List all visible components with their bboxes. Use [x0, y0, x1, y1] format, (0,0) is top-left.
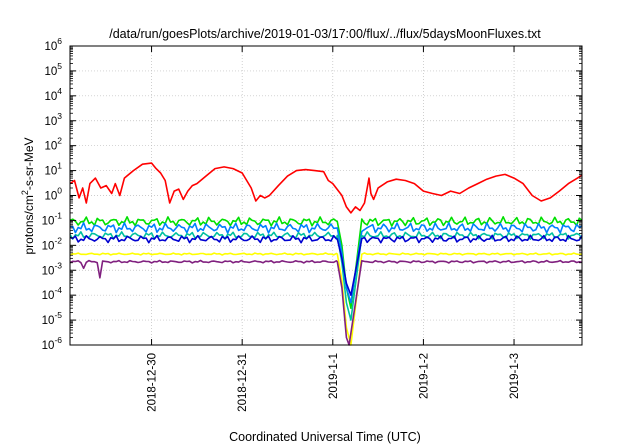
x-tick-label: 2019-1-1 — [328, 353, 340, 399]
y-axis-label-main: protons/cm — [22, 195, 36, 254]
series-line-7 — [69, 259, 583, 346]
y-tick-label: 103 — [44, 111, 62, 128]
y-axis: 10-6 10-5 10-4 10-3 10-2 10-1 100 101 102 103 104 1… — [42, 36, 582, 352]
y-tick-label: 10-6 — [42, 335, 63, 352]
x-axis-label: Coordinated Universal Time (UTC) — [229, 430, 421, 444]
y-tick-label: 104 — [44, 86, 62, 103]
data-series — [69, 162, 583, 346]
x-tick-label: 2019-1-2 — [418, 353, 430, 399]
y-tick-label: 10-5 — [42, 310, 63, 327]
x-tick-label: 2018-12-31 — [237, 353, 249, 412]
chart-title: /data/run/goesPlots/archive/2019-01-03/1… — [109, 27, 541, 41]
series-line-1 — [69, 162, 583, 214]
y-tick-label: 106 — [44, 36, 62, 53]
series-line-3 — [69, 222, 583, 304]
y-tick-label: 105 — [44, 61, 62, 78]
y-axis-label-rest: -s-sr-MeV — [22, 137, 36, 190]
y-tick-label: 10-3 — [42, 260, 63, 277]
y-tick-label: 100 — [44, 186, 62, 203]
y-tick-label: 102 — [44, 136, 62, 153]
y-tick-label: 10-1 — [42, 210, 63, 227]
y-axis-label: protons/cm2-s-sr-MeV — [20, 137, 36, 254]
series-line-6 — [69, 252, 583, 346]
x-axis: 2018-12-30 2018-12-31 2019-1-1 2019-1-2 2019… — [147, 46, 521, 412]
y-tick-label: 101 — [44, 161, 62, 178]
y-tick-label: 10-4 — [42, 285, 63, 302]
grid — [70, 46, 582, 345]
y-tick-label: 10-2 — [42, 235, 63, 252]
x-tick-label: 2018-12-30 — [147, 353, 159, 412]
series-line-2 — [69, 216, 583, 309]
series-line-5 — [69, 234, 583, 296]
y-axis-label-sup: 2 — [20, 190, 30, 195]
x-tick-label: 2019-1-3 — [509, 353, 521, 399]
